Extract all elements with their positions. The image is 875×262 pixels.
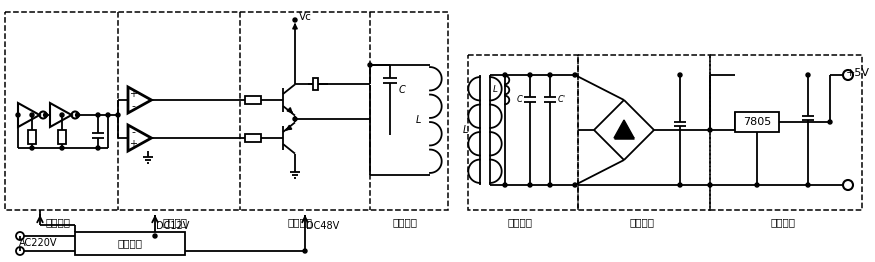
Circle shape bbox=[806, 73, 810, 77]
Circle shape bbox=[116, 113, 120, 117]
Circle shape bbox=[678, 183, 682, 187]
Circle shape bbox=[678, 73, 682, 77]
Text: -: - bbox=[131, 101, 135, 111]
Text: 稳压输出: 稳压输出 bbox=[771, 217, 795, 227]
Circle shape bbox=[303, 249, 307, 253]
Circle shape bbox=[503, 183, 507, 187]
Text: 功率放大: 功率放大 bbox=[288, 217, 312, 227]
Text: -: - bbox=[131, 127, 135, 137]
Text: +: + bbox=[129, 89, 137, 99]
Circle shape bbox=[30, 113, 34, 117]
Circle shape bbox=[573, 73, 577, 77]
Text: Vc: Vc bbox=[298, 12, 311, 22]
Polygon shape bbox=[614, 120, 634, 138]
Circle shape bbox=[16, 113, 20, 117]
Circle shape bbox=[293, 117, 297, 121]
Text: 7805: 7805 bbox=[743, 117, 771, 127]
Circle shape bbox=[96, 146, 100, 150]
Text: L: L bbox=[416, 115, 421, 125]
Circle shape bbox=[60, 113, 64, 117]
Text: C: C bbox=[517, 95, 523, 103]
Text: 整流滤波: 整流滤波 bbox=[629, 217, 654, 227]
Circle shape bbox=[153, 234, 157, 238]
Bar bbox=[5, 12, 448, 210]
Circle shape bbox=[708, 183, 712, 187]
Text: C': C' bbox=[558, 95, 566, 103]
Text: DC48V: DC48V bbox=[306, 221, 340, 231]
Bar bbox=[245, 96, 261, 104]
Bar bbox=[468, 55, 578, 210]
Circle shape bbox=[44, 113, 47, 117]
Circle shape bbox=[75, 113, 80, 117]
Circle shape bbox=[828, 120, 832, 124]
Text: DC12V: DC12V bbox=[157, 221, 190, 231]
Circle shape bbox=[106, 113, 110, 117]
Bar bbox=[313, 78, 318, 90]
Bar bbox=[245, 134, 261, 142]
Bar bbox=[28, 130, 36, 144]
Text: AC220V: AC220V bbox=[18, 238, 57, 248]
Text: 高频振荡: 高频振荡 bbox=[46, 217, 71, 227]
Circle shape bbox=[573, 183, 577, 187]
Text: 谐振发射: 谐振发射 bbox=[393, 217, 417, 227]
Bar bbox=[578, 55, 710, 210]
Circle shape bbox=[548, 183, 552, 187]
Text: L: L bbox=[493, 85, 498, 95]
Circle shape bbox=[528, 73, 532, 77]
Bar bbox=[58, 130, 66, 144]
Bar bbox=[75, 232, 185, 255]
Text: +: + bbox=[129, 139, 137, 149]
Circle shape bbox=[96, 113, 100, 117]
Circle shape bbox=[293, 18, 297, 22]
Bar bbox=[735, 112, 779, 132]
Circle shape bbox=[708, 128, 712, 132]
Circle shape bbox=[60, 146, 64, 150]
Circle shape bbox=[548, 73, 552, 77]
Text: 开关电源: 开关电源 bbox=[117, 238, 143, 248]
Text: +5V: +5V bbox=[846, 68, 870, 78]
Bar bbox=[710, 55, 862, 210]
Text: 功率驱动: 功率驱动 bbox=[163, 217, 187, 227]
Circle shape bbox=[528, 183, 532, 187]
Text: L: L bbox=[462, 125, 468, 135]
Circle shape bbox=[806, 183, 810, 187]
Circle shape bbox=[503, 73, 507, 77]
Circle shape bbox=[368, 63, 372, 67]
Circle shape bbox=[30, 146, 34, 150]
Text: 谐振接收: 谐振接收 bbox=[507, 217, 533, 227]
Circle shape bbox=[755, 183, 759, 187]
Text: C: C bbox=[399, 85, 405, 95]
